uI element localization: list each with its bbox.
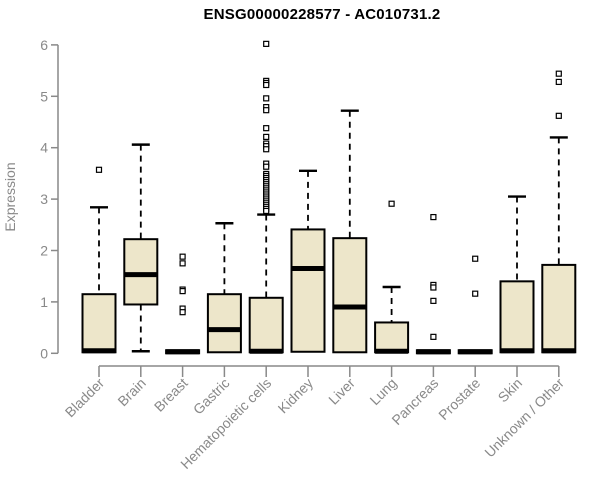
y-axis-tick-label: 6 [40,37,48,53]
outlier-point [555,70,562,77]
outlier-point [263,207,270,215]
box-rect [332,237,368,354]
outlier-point [179,309,186,316]
outlier-point [263,40,270,47]
y-axis-tick-label: 0 [40,345,48,361]
outlier-point [472,290,479,297]
boxplot-gastric [206,222,242,354]
outlier-point [263,107,270,114]
outlier-point [430,297,437,304]
outlier-point [263,163,270,170]
boxplot-kidney [290,169,326,353]
boxplot-bladder [81,166,117,354]
outlier-point [95,166,103,173]
x-axis-category-label: Brain [114,375,148,409]
boxplot-brain [123,143,159,353]
outlier-point [430,284,437,291]
outlier-point [263,125,270,132]
box-rect [81,293,117,354]
x-axis-category-label: Prostate [435,375,483,423]
box-rect [374,321,410,354]
boxplot-prostate [457,255,493,355]
outlier-point [472,255,479,262]
outlier-point [555,112,562,119]
boxplot-unknown-other [541,70,577,354]
box-rect [541,263,577,354]
y-axis-tick-label: 4 [40,140,48,156]
outlier-point [263,81,270,89]
outlier-point [388,200,395,207]
outlier-point [179,260,186,267]
box-rect [123,238,159,306]
box-rect [206,293,242,354]
outlier-point [430,333,437,340]
x-axis-category-label: Breast [151,375,191,415]
outlier-point [263,95,270,102]
x-axis-category-label: Skin [495,375,526,406]
chart-title: ENSG00000228577 - AC010731.2 [203,6,441,23]
y-axis-tick-label: 3 [40,191,48,207]
outlier-point [263,146,270,153]
x-axis-category-label: Unknown / Other [481,375,567,461]
y-axis-tick-label: 5 [40,88,48,104]
x-axis-category-label: Liver [325,375,358,408]
x-axis-category-label: Bladder [62,375,108,421]
boxplot-breast [165,253,201,355]
outlier-point [179,253,186,260]
x-axis-category-label: Kidney [275,375,317,417]
outlier-point [555,78,562,86]
box-rect [290,228,326,353]
outlier-point [263,133,270,141]
box-rect [248,296,284,354]
y-axis-tick-label: 2 [40,243,48,259]
x-axis-category-label: Lung [366,375,399,408]
y-axis-tick-label: 1 [40,294,48,310]
boxplot-lung [374,200,410,354]
box-rect [499,280,535,354]
y-axis-title: Expression [2,162,18,231]
boxplot-liver [332,109,368,354]
boxplot-hematopoietic-cells [248,40,284,354]
boxplot-pancreas [415,213,451,355]
outlier-point [179,288,186,295]
outlier-point [430,213,437,221]
boxplot-skin [499,195,535,354]
